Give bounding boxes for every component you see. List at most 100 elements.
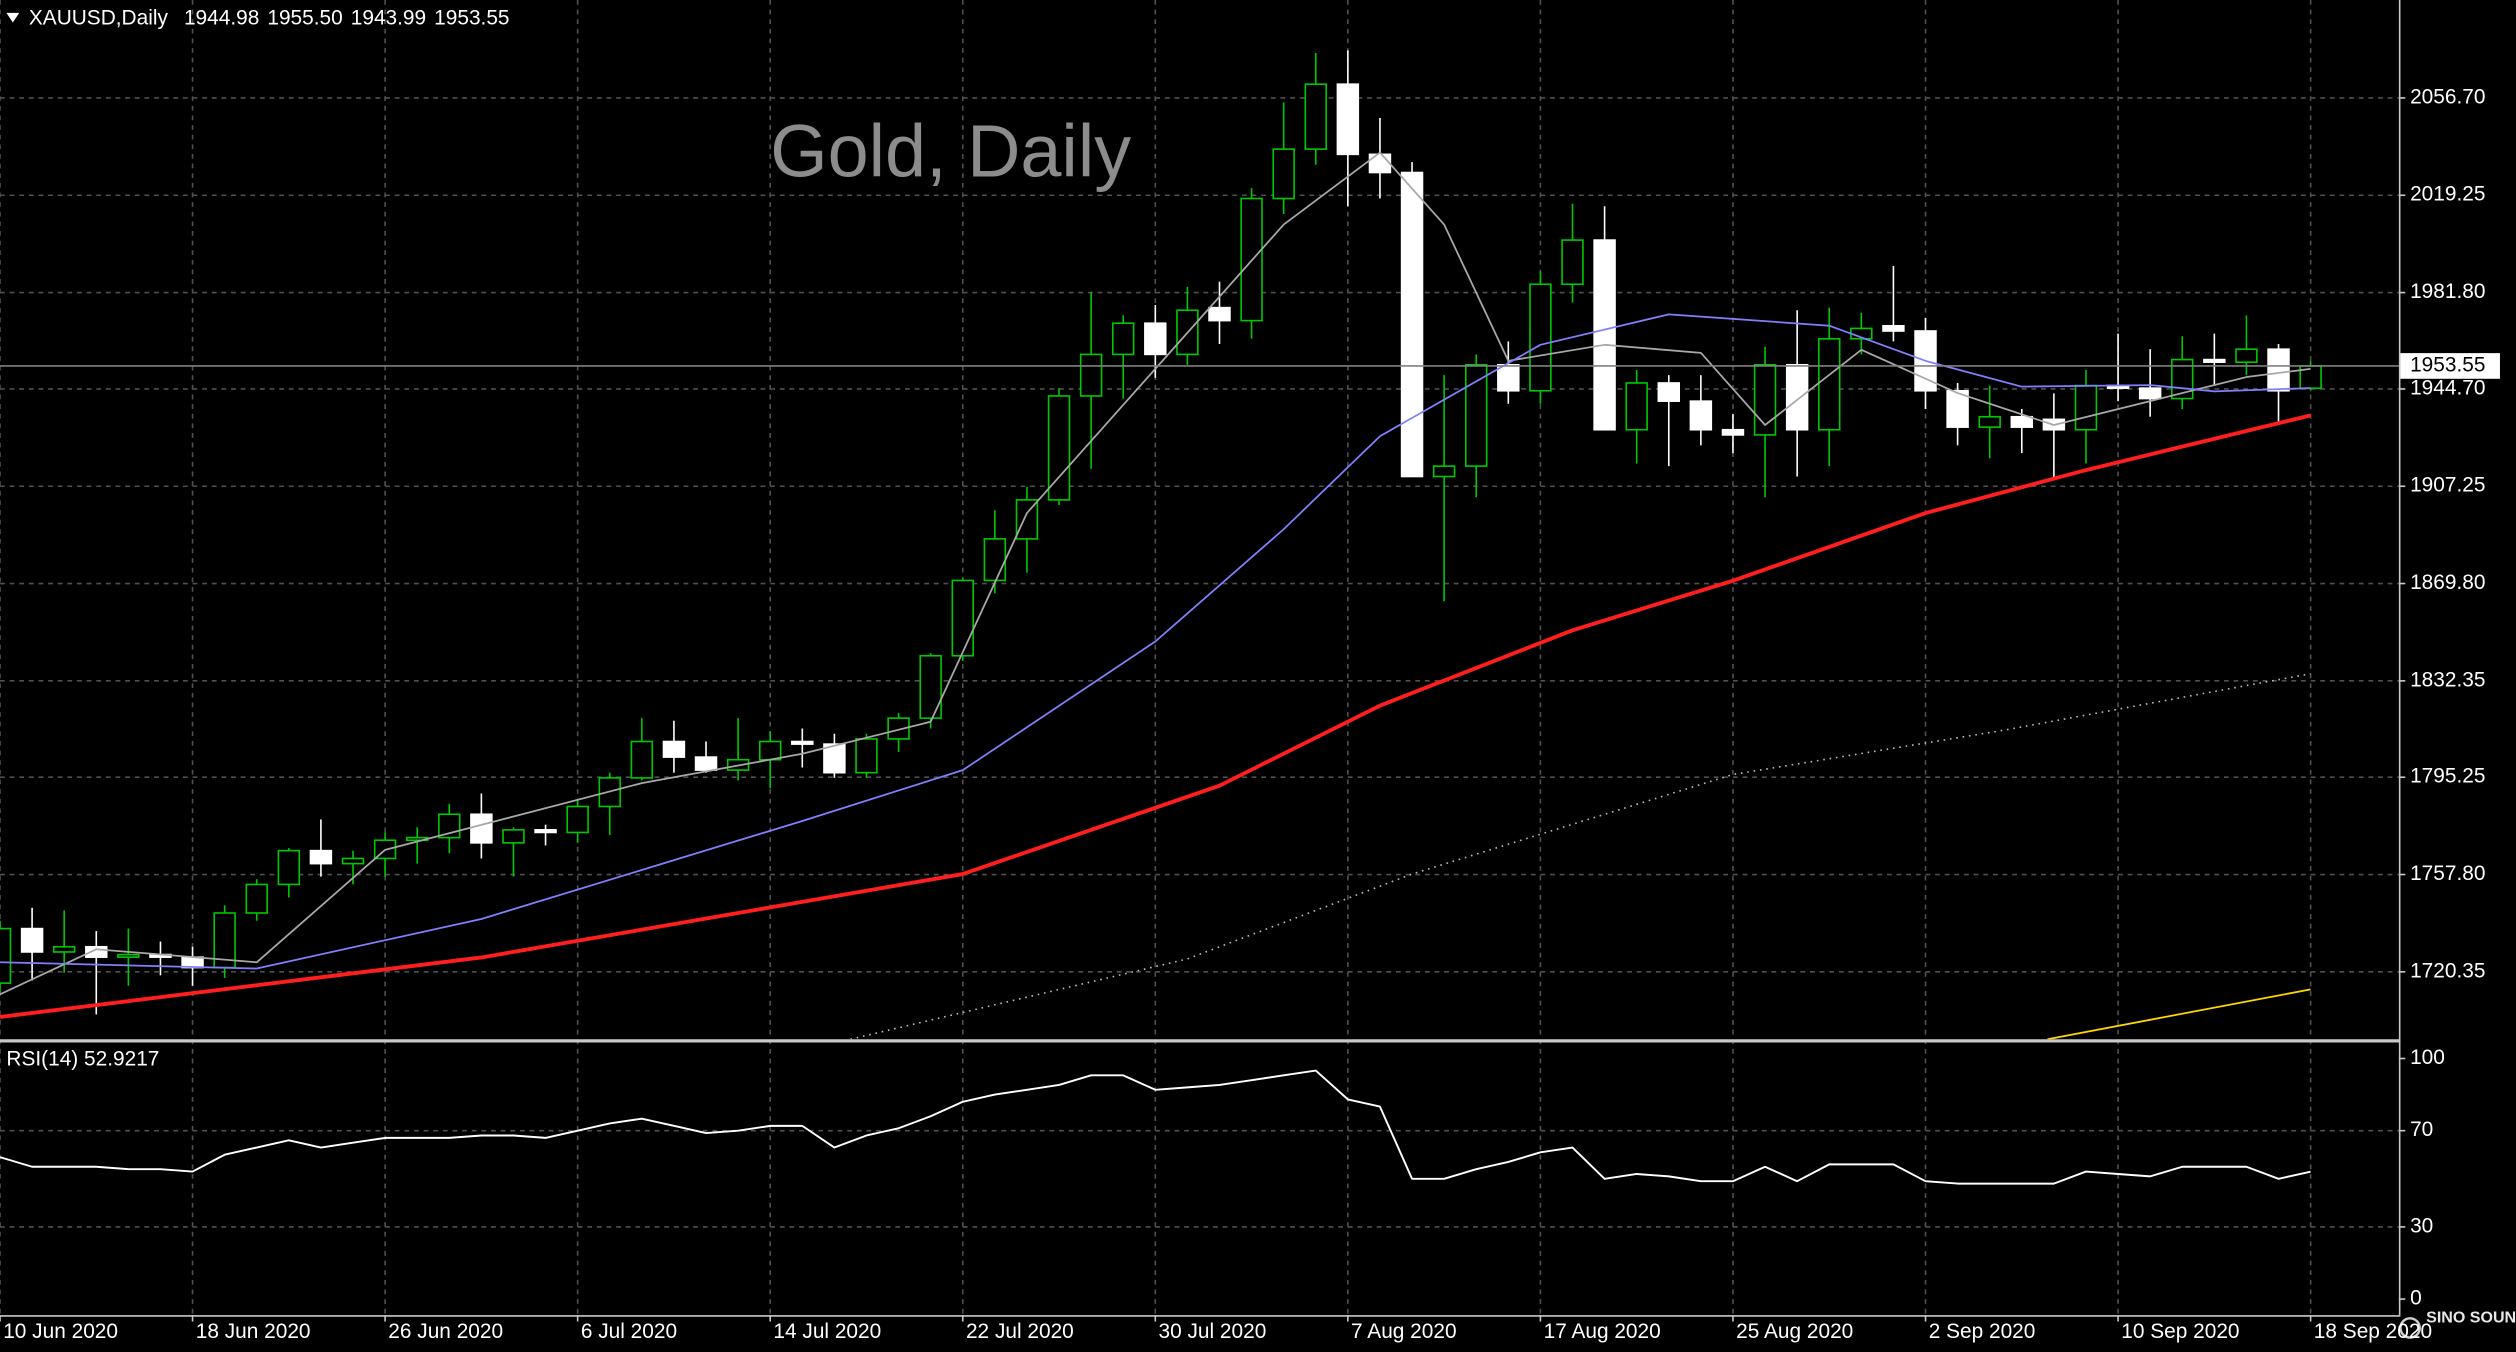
- candle-body: [1336, 83, 1360, 156]
- ohlc-label: 1943.99: [351, 7, 426, 30]
- candle-body: [1753, 363, 1777, 436]
- x-tick-label: 10 Sep 2020: [2121, 1320, 2239, 1343]
- x-tick-label: 6 Jul 2020: [581, 1320, 677, 1343]
- candle-body: [1015, 499, 1039, 540]
- y-tick-label: 2019.25: [2410, 183, 2485, 206]
- y-tick-label: 1795.25: [2410, 765, 2485, 788]
- moving-average: [0, 413, 2312, 1019]
- x-tick-label: 26 Jun 2020: [388, 1320, 503, 1343]
- candle-body: [1208, 306, 1231, 322]
- candle-body: [1689, 400, 1713, 431]
- moving-average: [2047, 988, 2311, 1040]
- x-tick-label: 30 Jul 2020: [1159, 1320, 1267, 1343]
- y-tick-label: 1944.70: [2410, 376, 2485, 399]
- menu-arrow[interactable]: [6, 12, 20, 23]
- candle-body: [1111, 322, 1135, 356]
- symbol-label: XAUUSD,Daily: [29, 7, 169, 30]
- candle-body: [855, 738, 878, 774]
- candle-body: [662, 740, 686, 758]
- x-tick-label: 18 Sep 2020: [2314, 1320, 2432, 1343]
- candle-body: [438, 813, 461, 839]
- x-tick-label: 14 Jul 2020: [773, 1320, 881, 1343]
- candle-body: [502, 829, 525, 844]
- candle-body: [1432, 465, 1456, 478]
- candle-body: [951, 579, 974, 657]
- candle-body: [630, 740, 654, 779]
- ohlc-label: 1944.98: [184, 7, 259, 30]
- y-tick-label: 1907.25: [2410, 474, 2485, 497]
- candle-body: [245, 883, 268, 914]
- y-tick-label: 1981.80: [2410, 280, 2485, 303]
- candle-body: [983, 538, 1007, 582]
- rsi-panel: [0, 1069, 2311, 1185]
- candle-body: [2235, 348, 2258, 363]
- candle-body: [534, 829, 557, 834]
- y-tick-label: 1869.80: [2410, 571, 2485, 594]
- candle-body: [791, 740, 814, 745]
- candle-body: [0, 927, 12, 984]
- x-tick-label: 25 Aug 2020: [1736, 1320, 1853, 1343]
- y-tick-label: 70: [2410, 1118, 2433, 1141]
- candle-body: [1497, 363, 1520, 392]
- rsi-title: RSI(14) 52.9217: [6, 1048, 159, 1071]
- candle-body: [758, 740, 782, 761]
- logo: SINO SOUND: [2399, 1309, 2516, 1339]
- y-tick-label: 100: [2410, 1046, 2445, 1069]
- candle-body: [1079, 353, 1103, 397]
- candle-body: [1818, 337, 1841, 431]
- candle-body: [1047, 395, 1071, 501]
- x-tick-label: 7 Aug 2020: [1351, 1320, 1457, 1343]
- ohlc-label: 1955.50: [267, 7, 342, 30]
- x-tick-label: 2 Sep 2020: [1929, 1320, 2036, 1343]
- candle-body: [1561, 239, 1584, 286]
- candle-body: [52, 945, 76, 953]
- logo-icon: [2399, 1317, 2421, 1339]
- candle-body: [1593, 239, 1616, 431]
- candle-body: [1400, 171, 1424, 478]
- candle-body: [887, 717, 910, 740]
- candle-body: [1529, 283, 1552, 392]
- candle-body: [1144, 322, 1167, 356]
- candle-body: [309, 849, 333, 865]
- candle-body: [1625, 382, 1648, 431]
- y-tick-label: 30: [2410, 1214, 2433, 1237]
- y-tick-label: 1720.35: [2410, 959, 2485, 982]
- candle-body: [1721, 428, 1745, 436]
- price-label: 1953.55: [2410, 353, 2485, 376]
- y-tick-label: 1832.35: [2410, 668, 2485, 691]
- candle-body: [1785, 363, 1809, 431]
- candle-body: [470, 813, 493, 844]
- moving-average: [0, 151, 2311, 996]
- candle-body: [1657, 382, 1681, 402]
- candle-body: [694, 756, 718, 771]
- candle-body: [1304, 83, 1327, 150]
- candle-body: [85, 945, 108, 958]
- candle-body: [2074, 384, 2098, 431]
- candle-body: [341, 857, 365, 865]
- y-tick-label: 1757.80: [2410, 862, 2485, 885]
- x-tick-label: 17 Aug 2020: [1544, 1320, 1661, 1343]
- y-tick-label: 0: [2410, 1287, 2422, 1310]
- candle-body: [919, 654, 942, 719]
- x-tick-label: 10 Jun 2020: [3, 1320, 118, 1343]
- candle-body: [2267, 348, 2290, 392]
- candle-body: [1272, 148, 1295, 200]
- candle-body: [2010, 415, 2034, 428]
- candle-body: [277, 849, 301, 886]
- moving-average: [0, 313, 2311, 970]
- candle-body: [823, 743, 846, 774]
- x-tick-label: 18 Jun 2020: [196, 1320, 311, 1343]
- rsi-line: [0, 1069, 2311, 1185]
- y-tick-label: 2056.70: [2410, 85, 2485, 108]
- ohlc-label: 1953.55: [434, 7, 509, 30]
- candle-body: [1882, 325, 1905, 332]
- price-label-box: [2400, 353, 2500, 379]
- candle-body: [117, 953, 140, 958]
- candle-body: [2138, 387, 2162, 400]
- candle-body: [1978, 415, 2001, 428]
- candle-body: [1464, 363, 1488, 467]
- candle-body: [1946, 389, 1969, 428]
